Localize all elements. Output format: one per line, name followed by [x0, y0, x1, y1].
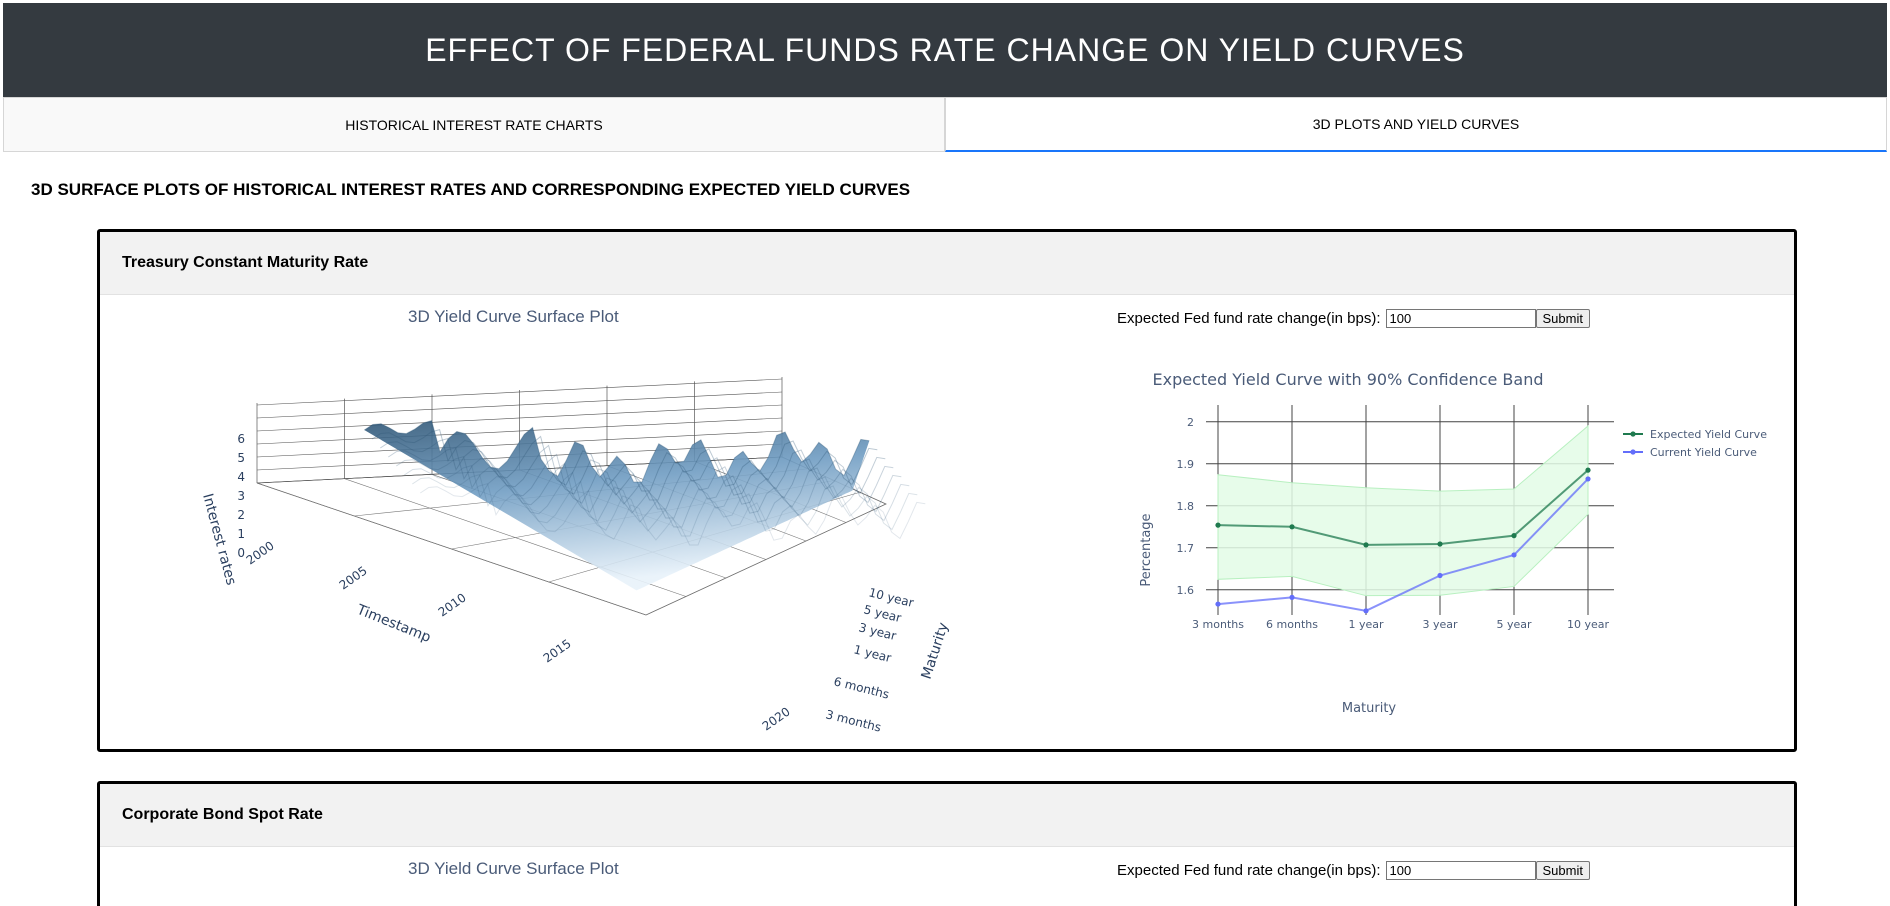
surface-plot-title: 3D Yield Curve Surface Plot — [408, 859, 619, 878]
fed-rate-form: Expected Fed fund rate change(in bps): S… — [1117, 861, 1590, 880]
surface-ridge — [412, 473, 918, 537]
card-header: Treasury Constant Maturity Rate — [100, 232, 1794, 295]
surface-wall-line — [256, 378, 783, 406]
surface-ridge — [420, 482, 926, 546]
series-point — [1511, 533, 1517, 539]
card-title: Corporate Bond Spot Rate — [122, 806, 323, 823]
yield-chart-title: Expected Yield Curve with 90% Confidence… — [1152, 370, 1543, 389]
yield-x-tick-label: 6 months — [1266, 618, 1318, 631]
series-point — [1289, 524, 1295, 530]
series-line — [1217, 478, 1589, 612]
tab-historical-charts-label: HISTORICAL INTEREST RATE CHARTS — [345, 116, 603, 133]
series-point — [1215, 522, 1221, 528]
legend-label: Expected Yield Curve — [1650, 428, 1767, 441]
yield-x-tick-label: 1 year — [1348, 618, 1384, 631]
surface-ridge — [388, 446, 894, 510]
fed-rate-form: Expected Fed fund rate change(in bps): S… — [1117, 309, 1590, 328]
z-tick-label: 1 — [237, 527, 245, 541]
surface-wall-line — [256, 391, 783, 419]
yield-x-axis-title: Maturity — [1342, 701, 1397, 716]
confidence-band — [1217, 424, 1589, 597]
section-heading: 3D SURFACE PLOTS OF HISTORICAL INTEREST … — [31, 180, 911, 199]
yield-chart-ticks: 3 months 6 months 1 year 3 year 5 year 10 yea… — [1177, 416, 1610, 631]
surface-mesh — [364, 419, 926, 591]
z-tick-label: 6 — [237, 432, 245, 446]
series-point — [1289, 594, 1295, 600]
page-title: EFFECT OF FEDERAL FUNDS RATE CHANGE ON Y… — [425, 31, 1465, 68]
submit-button[interactable]: Submit — [1535, 861, 1590, 880]
surface-sheet — [364, 420, 870, 591]
legend-label: Current Yield Curve — [1650, 446, 1757, 459]
yield-x-tick-label: 3 months — [1192, 618, 1244, 631]
series-point — [1437, 572, 1443, 579]
surface-ridge — [396, 455, 902, 519]
yield-y-tick-label: 1.8 — [1177, 500, 1195, 513]
treasury-card: Treasury Constant Maturity Rate 3D Yield… — [97, 229, 1797, 752]
yield-x-tick-label: 3 year — [1422, 618, 1458, 631]
fed-rate-input[interactable] — [1385, 861, 1536, 880]
submit-button[interactable]: Submit — [1535, 309, 1590, 328]
surface-ridge — [404, 464, 910, 528]
z-tick-label: 5 — [237, 451, 245, 465]
yield-curve-chart[interactable]: Expected Yield Curve with 90% Confidence… — [100, 295, 1797, 752]
yield-y-axis-title: Percentage — [1139, 513, 1154, 586]
yield-x-tick-label: 10 year — [1567, 618, 1610, 631]
app-header: EFFECT OF FEDERAL FUNDS RATE CHANGE ON Y… — [3, 3, 1887, 97]
z-tick-label: 4 — [237, 470, 245, 484]
confidence-band-area — [1217, 424, 1589, 597]
yield-y-tick-label: 1.9 — [1177, 458, 1195, 471]
yield-legend: Expected Yield Curve Current Yield Curve — [1623, 428, 1767, 459]
series-point — [1511, 552, 1517, 558]
surface-wall-line — [256, 417, 783, 445]
z-tick-label: 3 — [237, 489, 245, 503]
legend-marker — [1630, 431, 1636, 437]
series-point — [1215, 601, 1221, 607]
z-axis-ticks: 6 5 4 3 2 1 0 — [237, 432, 245, 560]
yield-x-tick-label: 5 year — [1496, 618, 1532, 631]
series-point — [1585, 467, 1591, 473]
yield-y-tick-label: 1.6 — [1177, 584, 1195, 597]
tab-historical-charts[interactable]: HISTORICAL INTEREST RATE CHARTS — [3, 97, 945, 152]
surface-ridge — [364, 419, 870, 483]
tab-3d-plots-label: 3D PLOTS AND YIELD CURVES — [1312, 116, 1520, 132]
card-title: Treasury Constant Maturity Rate — [122, 254, 369, 271]
series-point — [1363, 608, 1369, 614]
yield-y-tick-label: 2 — [1187, 416, 1194, 429]
surface-wall-line — [256, 404, 783, 432]
z-tick-label: 0 — [237, 546, 245, 560]
fed-rate-input[interactable] — [1385, 309, 1536, 328]
series-point — [1363, 542, 1369, 548]
tab-3d-plots[interactable]: 3D PLOTS AND YIELD CURVES — [945, 97, 1887, 152]
fed-rate-label: Expected Fed fund rate change(in bps): — [1117, 310, 1381, 327]
surface-plot-title: 3D Yield Curve Surface Plot — [408, 307, 619, 326]
series-line — [1217, 469, 1589, 546]
series-point — [1437, 541, 1443, 547]
corporate-bond-card: Corporate Bond Spot Rate 3D Yield Curve … — [97, 781, 1797, 906]
fed-rate-label: Expected Fed fund rate change(in bps): — [1117, 862, 1381, 879]
z-tick-label: 2 — [237, 508, 245, 522]
legend-marker — [1630, 449, 1636, 455]
yield-y-tick-label: 1.7 — [1177, 542, 1195, 555]
surface-floor-line — [256, 482, 647, 616]
tab-bar: HISTORICAL INTEREST RATE CHARTS 3D PLOTS… — [3, 97, 1887, 152]
yield-series — [1215, 467, 1591, 614]
surface-ridge — [380, 437, 886, 501]
series-point — [1585, 476, 1591, 482]
card-header: Corporate Bond Spot Rate — [100, 784, 1794, 847]
surface-ridge — [372, 428, 878, 492]
